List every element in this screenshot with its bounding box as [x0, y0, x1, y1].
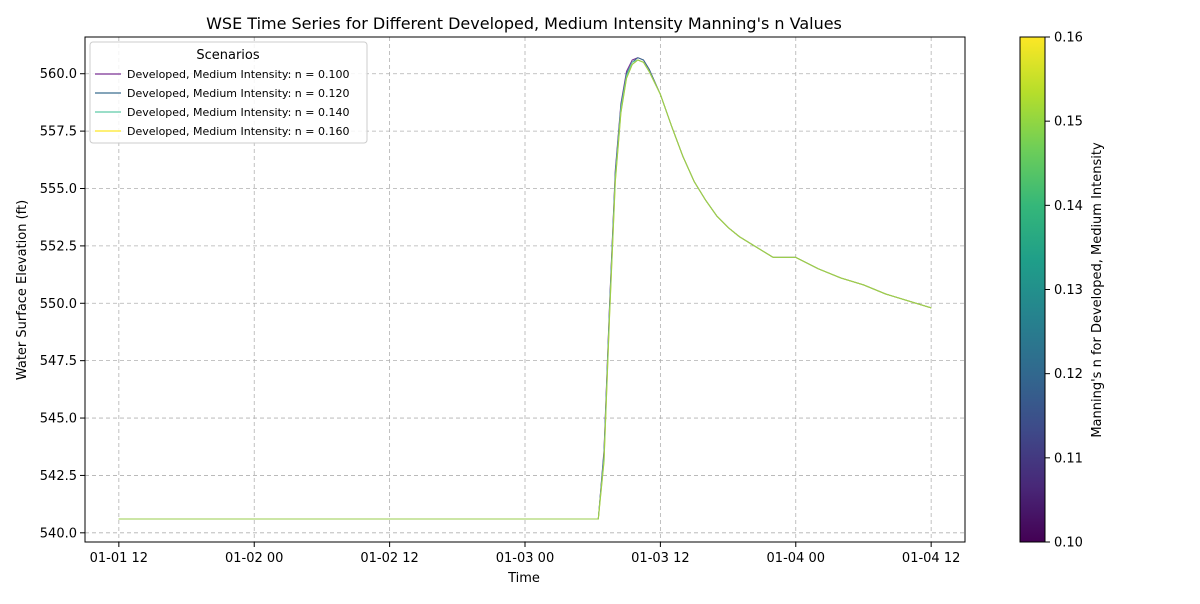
chart-title: WSE Time Series for Different Developed,…	[206, 14, 842, 33]
x-tick-label: 01-02 00	[225, 551, 283, 566]
y-tick-label: 547.5	[40, 354, 77, 369]
y-tick-label: 557.5	[40, 125, 77, 140]
legend-box	[89, 41, 368, 144]
y-tick-label: 542.5	[40, 469, 77, 484]
legend-entry: Developed, Medium Intensity: n = 0.140	[127, 106, 349, 119]
colorbar-tick-label: 0.11	[1054, 451, 1083, 466]
colorbar-label: Manning's n for Developed, Medium Intens…	[1090, 142, 1105, 438]
colorbar-tick-label: 0.15	[1054, 115, 1083, 130]
colorbar-tick-label: 0.14	[1054, 199, 1083, 214]
legend-entry: Developed, Medium Intensity: n = 0.160	[127, 125, 349, 138]
colorbar: 0.10 0.11 0.12 0.13 0.14 0.15 0.16 Manning's n …	[1019, 31, 1105, 551]
x-tick-label: 01-04 00	[767, 551, 825, 566]
y-tick-label: 545.0	[40, 412, 77, 427]
x-tick-label: 01-02 12	[360, 551, 418, 566]
y-axis-label: Water Surface Elevation (ft)	[15, 200, 30, 380]
legend-entry: Developed, Medium Intensity: n = 0.100	[127, 68, 349, 81]
x-tick-label: 01-03 00	[496, 551, 554, 566]
y-tick-label: 550.0	[40, 297, 77, 312]
y-tick-label: 540.0	[40, 526, 77, 541]
colorbar-tick-label: 0.10	[1054, 536, 1083, 551]
y-tick-label: 552.5	[40, 239, 77, 254]
colorbar-tick-label: 0.13	[1054, 283, 1083, 298]
legend-entry: Developed, Medium Intensity: n = 0.120	[127, 87, 349, 100]
x-axis-label: Time	[507, 571, 540, 586]
legend: Scenarios Developed, Medium Intensity: n …	[89, 41, 368, 144]
colorbar-tick-label: 0.16	[1054, 31, 1083, 46]
legend-title: Scenarios	[196, 48, 260, 63]
series-line-overlay	[118, 59, 932, 520]
x-tick-label: 01-04 12	[902, 551, 960, 566]
colorbar-tick-label: 0.12	[1054, 367, 1083, 382]
colorbar-gradient	[1019, 36, 1046, 543]
x-tick-label: 01-01 12	[90, 551, 148, 566]
y-tick-label: 560.0	[40, 67, 77, 82]
x-tick-label: 01-03 12	[631, 551, 689, 566]
y-tick-label: 555.0	[40, 182, 77, 197]
